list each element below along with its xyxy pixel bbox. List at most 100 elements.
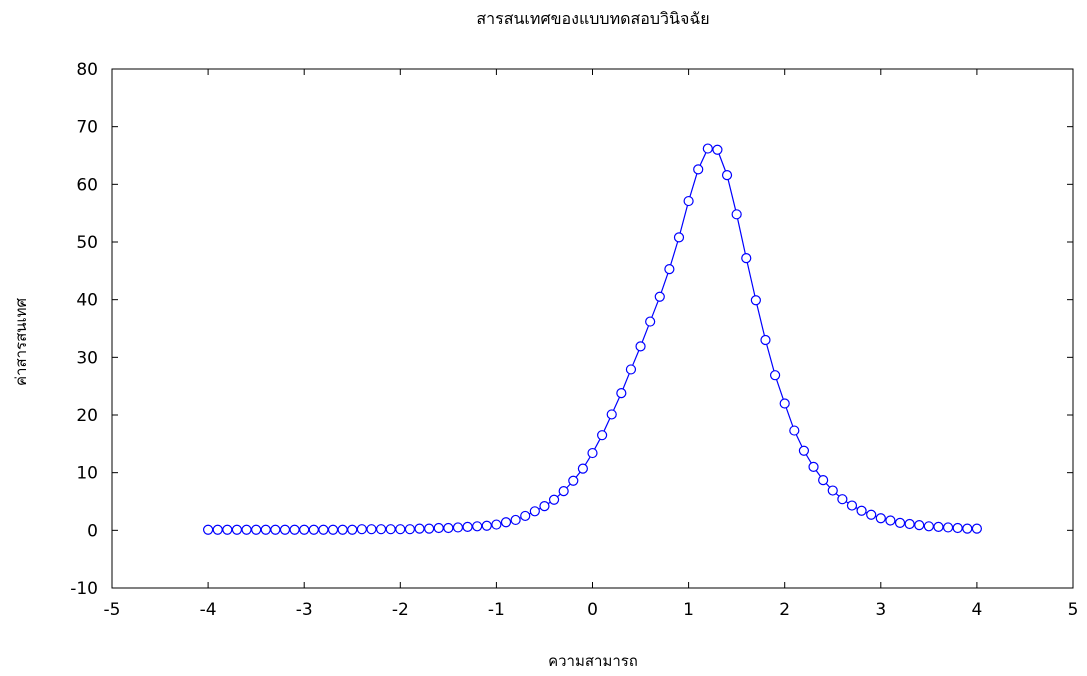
x-tick-label: -2 [392,600,409,620]
data-point [808,461,819,472]
chart-title: สารสนเทศของแบบทดสอบวินิจฉัย [476,9,709,28]
data-point [769,370,781,381]
data-point [645,316,656,327]
data-point [731,209,742,220]
x-tick-label: 2 [779,600,790,620]
data-point [481,520,492,531]
data-point [798,445,810,456]
data-point [462,521,473,532]
data-point [741,253,752,264]
data-point [866,509,877,520]
data-point [779,398,790,409]
data-point [356,524,367,535]
x-tick-label: -4 [200,600,217,620]
data-point [721,170,733,181]
y-tick-label: 60 [76,175,98,195]
data-point [856,505,867,516]
data-point [318,524,329,535]
data-point [933,521,944,532]
x-tick-label: 3 [875,600,886,620]
x-tick-label: 5 [1068,600,1079,620]
y-axis: -10 0 10 20 30 40 50 60 70 80 [70,60,1073,599]
data-point [433,522,444,534]
data-point [971,523,983,534]
series-layer [203,143,983,535]
y-tick-label: 50 [76,233,98,253]
data-point [529,506,540,517]
data-point [347,524,358,535]
data-point [520,510,531,522]
data-point [404,524,416,535]
data-point [203,524,214,535]
data-point [241,524,252,535]
data-point [597,430,608,441]
x-tick-label: -3 [296,600,313,620]
data-point [606,409,617,420]
data-point [327,524,339,535]
data-point [385,524,396,535]
data-point [548,494,560,505]
data-point [510,514,521,526]
data-point [279,524,291,535]
data-point [904,518,915,530]
x-axis-title: ความสามารถ [548,652,638,670]
data-point [222,524,233,535]
data-point [789,425,800,436]
y-tick-label: -10 [70,579,98,599]
data-point [635,341,646,352]
series-line [208,147,977,531]
data-point [952,522,963,534]
data-point [885,515,896,526]
x-tick-label: 4 [971,600,982,620]
data-point [654,291,665,302]
data-point [337,524,348,535]
data-point [251,524,262,535]
data-point [577,463,588,474]
data-point [837,494,848,505]
data-point [962,523,973,534]
y-axis-title: ค่าสารสนเทศ [12,298,30,387]
data-point [673,232,685,243]
data-point [414,523,425,534]
data-point [491,519,502,530]
data-point [424,523,435,534]
x-tick-label: 0 [587,600,598,620]
data-point [587,447,598,459]
data-point [846,500,858,511]
data-point [914,520,925,531]
data-point [923,521,934,532]
data-point [366,524,377,535]
data-point [443,522,454,534]
data-point [616,387,627,399]
data-point [664,264,675,275]
data-point [472,521,483,532]
data-point [760,334,771,346]
data-point [289,524,300,535]
data-point [558,486,569,497]
data-point [712,144,723,155]
y-tick-label: 40 [76,291,98,311]
x-tick-label: -5 [104,600,121,620]
y-tick-label: 10 [76,464,98,484]
data-point [568,475,579,486]
data-point [683,195,694,207]
data-point [270,524,281,535]
data-point [231,524,243,535]
data-point [308,524,319,535]
x-tick-label: -1 [488,600,505,620]
y-tick-label: 30 [76,348,98,368]
data-point [875,513,886,524]
data-point [539,501,550,512]
y-tick-label: 80 [76,60,98,80]
data-point [299,524,310,535]
x-tick-label: 1 [683,600,694,620]
data-point [750,295,761,306]
data-point [395,524,406,535]
data-point [818,475,829,486]
data-point [500,517,512,528]
data-point [942,522,954,533]
x-axis: -5 -4 -3 -2 -1 0 1 2 3 4 5 [104,69,1079,620]
data-point [375,524,387,535]
data-point [702,143,713,154]
